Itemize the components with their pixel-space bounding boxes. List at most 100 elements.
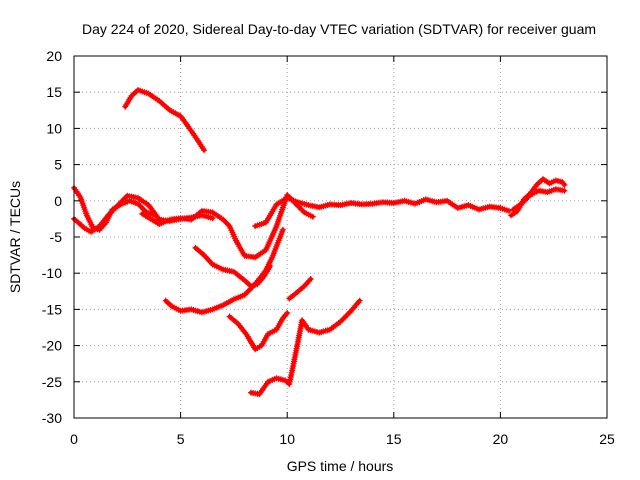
- data-point: [403, 199, 406, 203]
- data-point: [554, 179, 558, 182]
- data-point: [245, 333, 249, 337]
- series-line: [227, 311, 290, 352]
- axes: 0 5 10 15 20 25 -30 -25 -20 -15 -10 -5 0 5 10 15 20: [42, 48, 615, 447]
- data-point: [287, 297, 291, 300]
- data-point: [424, 197, 428, 201]
- x-tick-label: 25: [599, 431, 615, 447]
- series-s12: [510, 186, 568, 213]
- data-point: [136, 202, 140, 206]
- y-tick-label: -10: [42, 265, 62, 281]
- x-tick-label: 5: [177, 431, 185, 447]
- data-point: [339, 320, 342, 324]
- data-point: [445, 199, 449, 203]
- data-point: [309, 277, 313, 281]
- data-point: [232, 270, 236, 274]
- data-point: [488, 205, 492, 209]
- data-point: [243, 293, 247, 297]
- data-point: [285, 311, 289, 315]
- data-point: [528, 193, 532, 197]
- data-point: [123, 105, 127, 109]
- data-point: [311, 215, 315, 219]
- data-point: [202, 148, 206, 152]
- data-point: [179, 309, 183, 313]
- data-point: [520, 202, 524, 206]
- data-point: [136, 196, 140, 200]
- data-point: [130, 94, 134, 98]
- series-s9: [286, 276, 314, 302]
- data-point: [328, 328, 332, 332]
- data-point: [168, 218, 172, 222]
- data-point: [349, 309, 353, 313]
- data-point: [221, 268, 225, 272]
- data-point: [89, 230, 93, 234]
- y-axis-label: SDTVAR / TECUs: [7, 181, 23, 293]
- data-point: [119, 202, 123, 206]
- data-point: [221, 218, 225, 222]
- data-point: [560, 180, 564, 184]
- data-point: [260, 344, 264, 348]
- data-point: [349, 201, 353, 205]
- y-tick-label: -20: [42, 338, 62, 354]
- data-point: [275, 202, 278, 206]
- data-point: [189, 218, 193, 222]
- data-point: [275, 376, 278, 380]
- data-point: [498, 206, 502, 210]
- data-point: [194, 135, 197, 139]
- series-s5: [252, 194, 512, 230]
- data-point: [360, 202, 364, 206]
- series-s7: [162, 226, 286, 316]
- data-point: [277, 239, 281, 243]
- data-point: [91, 226, 95, 230]
- data-point: [258, 392, 261, 396]
- data-point: [317, 205, 321, 209]
- data-point: [371, 202, 374, 206]
- data-point: [275, 328, 278, 332]
- data-layer: [71, 87, 568, 398]
- data-point: [294, 292, 298, 295]
- data-point: [127, 199, 131, 203]
- data-point: [179, 216, 183, 220]
- y-tick-label: 20: [46, 48, 62, 64]
- data-point: [140, 212, 144, 216]
- data-point: [275, 224, 278, 228]
- data-point: [149, 217, 153, 221]
- y-tick-label: 15: [46, 84, 62, 100]
- data-point: [98, 228, 102, 232]
- data-point: [535, 183, 539, 187]
- data-point: [211, 216, 215, 220]
- data-point: [296, 200, 300, 204]
- series-markers: [248, 297, 363, 398]
- data-point: [281, 316, 285, 320]
- data-point: [243, 254, 247, 258]
- data-point: [547, 181, 551, 185]
- data-point: [200, 310, 204, 314]
- series-line: [249, 298, 362, 397]
- data-point: [76, 221, 80, 224]
- data-point: [136, 88, 140, 92]
- series-markers: [252, 194, 512, 230]
- y-tick-label: -30: [42, 410, 62, 426]
- data-point: [253, 282, 257, 286]
- data-point: [307, 203, 310, 207]
- x-tick-label: 15: [386, 431, 402, 447]
- data-point: [266, 332, 270, 336]
- data-point: [537, 189, 541, 193]
- x-axis-label: GPS time / hours: [287, 458, 394, 474]
- data-point: [157, 99, 161, 103]
- data-point: [179, 114, 183, 118]
- data-point: [78, 195, 82, 199]
- data-point: [328, 202, 332, 206]
- data-point: [281, 228, 285, 232]
- data-point: [243, 278, 247, 282]
- data-point: [153, 213, 157, 217]
- data-point: [562, 189, 566, 193]
- y-tick-label: 10: [46, 120, 62, 136]
- series-s3: [71, 184, 158, 233]
- data-point: [83, 226, 87, 230]
- series-s1: [122, 87, 208, 154]
- data-point: [456, 206, 460, 210]
- data-point: [253, 255, 257, 259]
- data-point: [266, 380, 270, 384]
- data-point: [168, 108, 172, 112]
